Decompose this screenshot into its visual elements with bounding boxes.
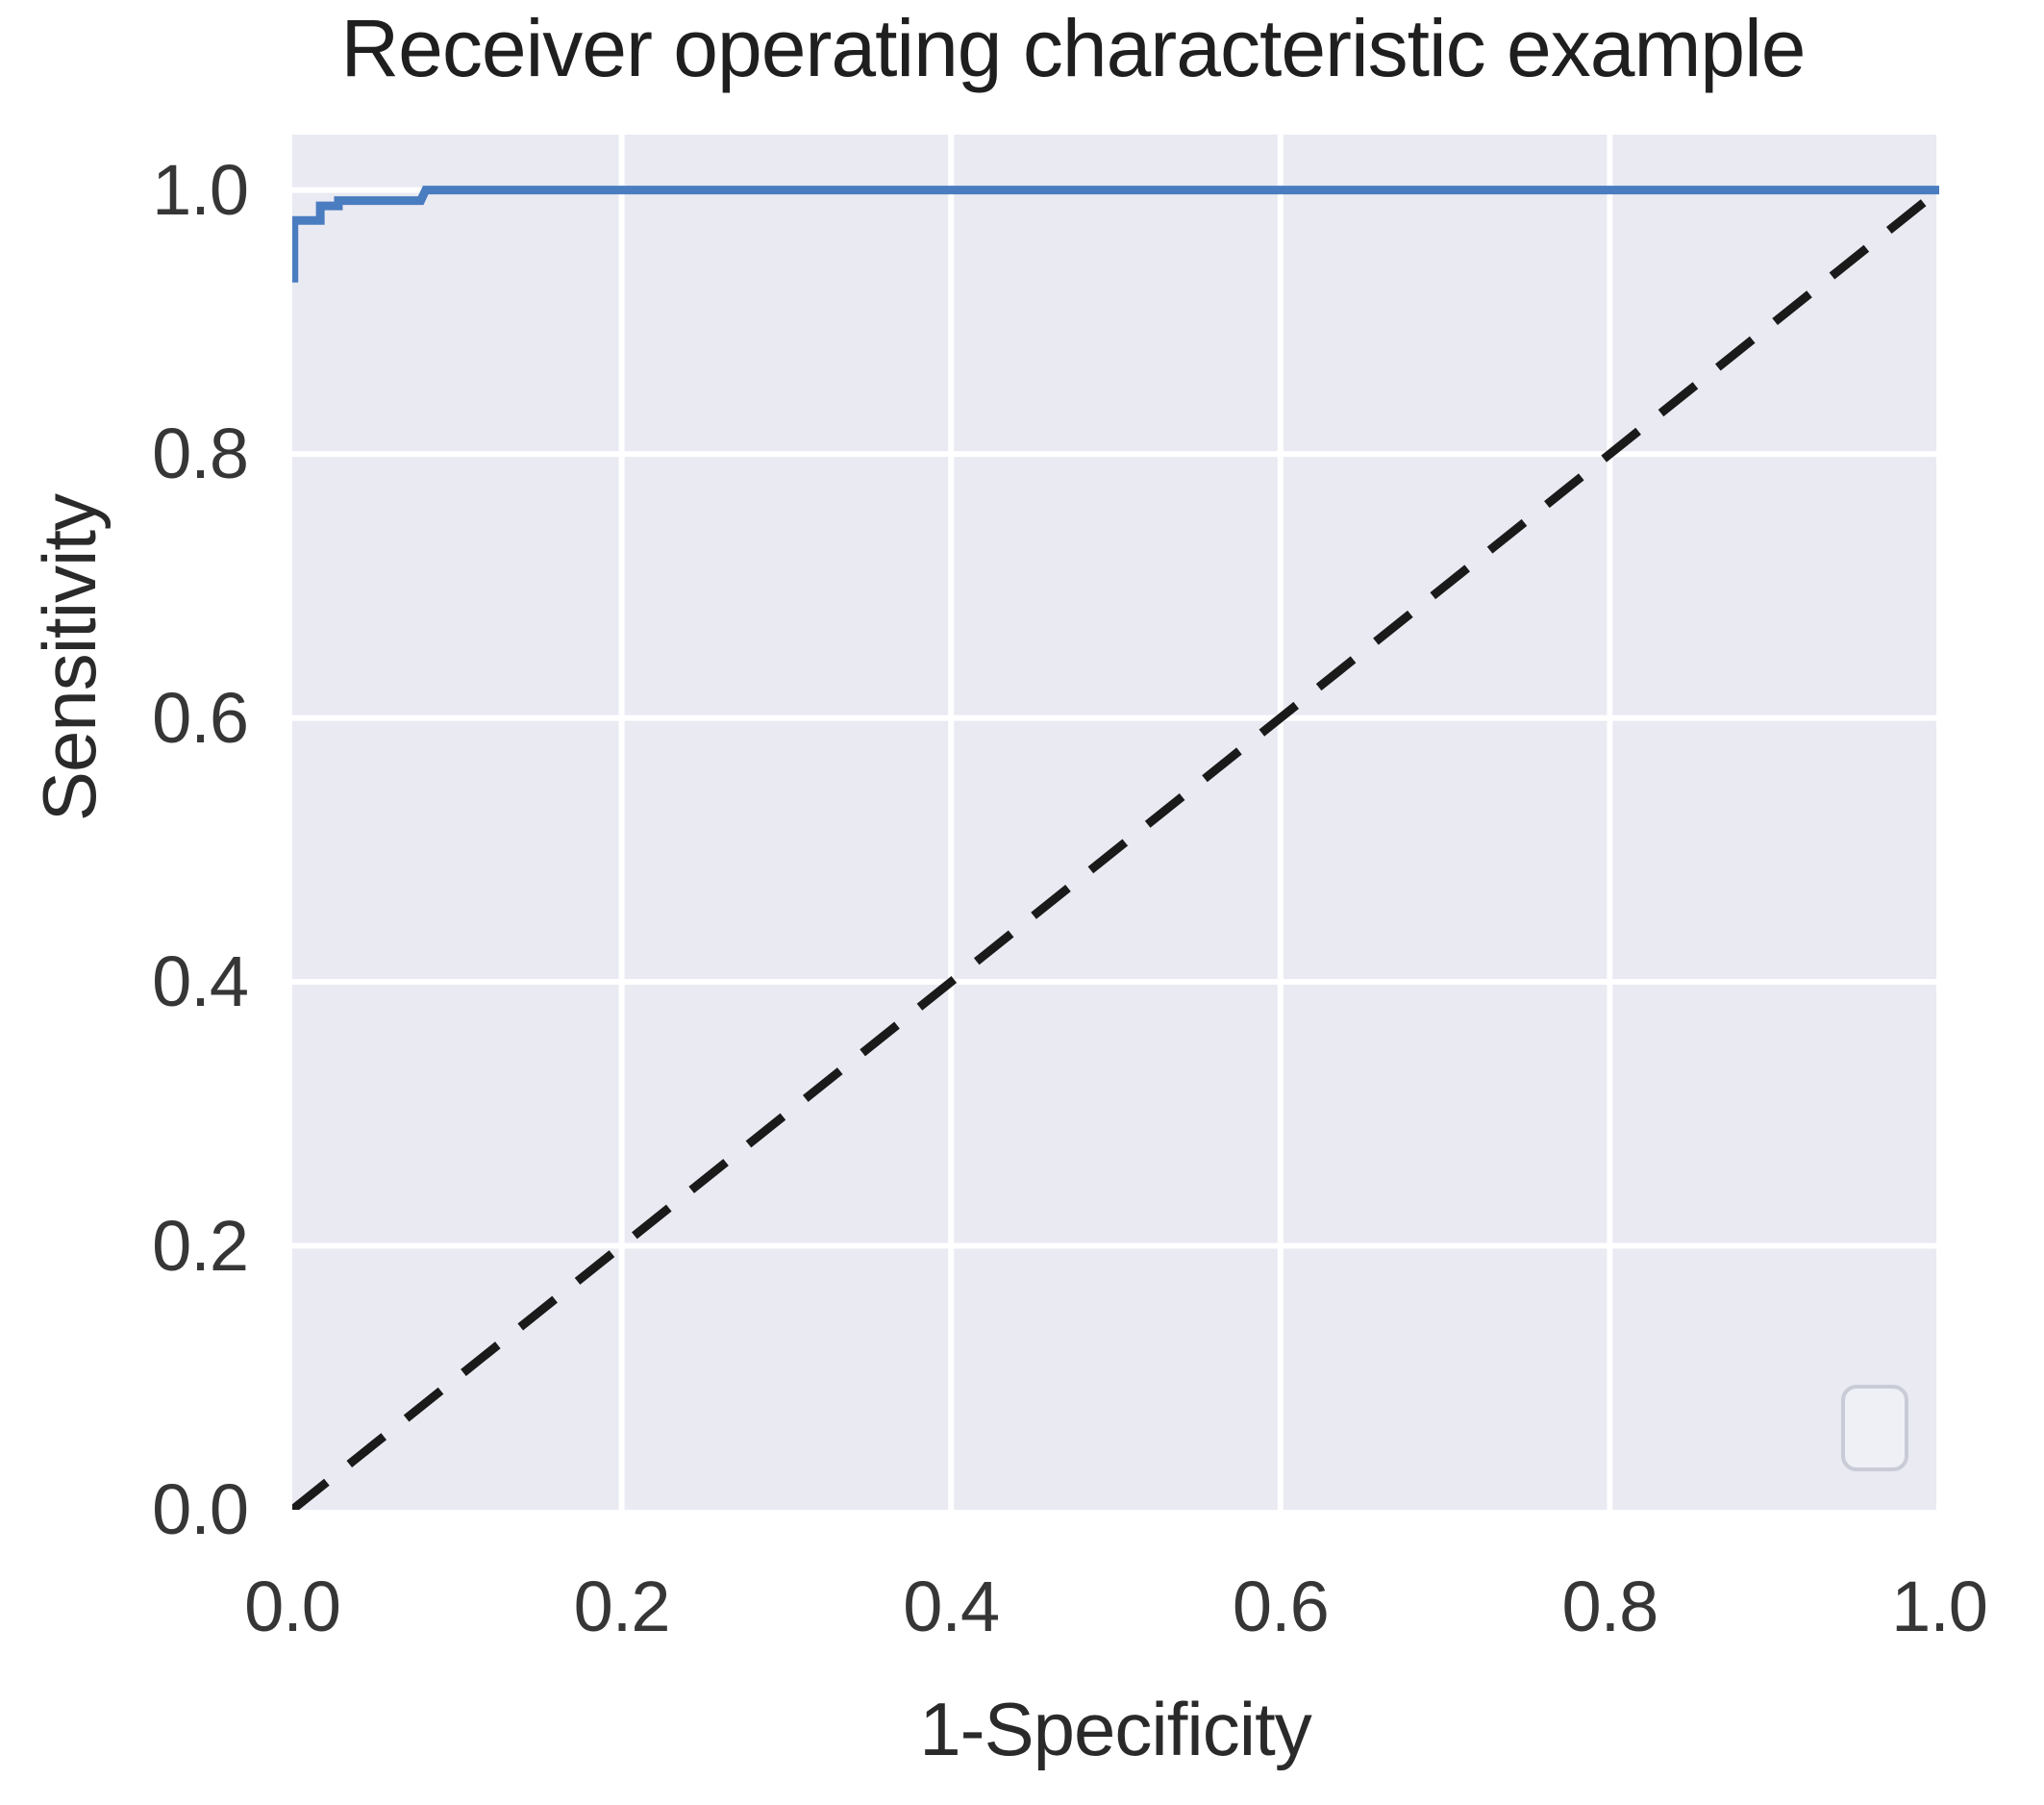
- y-tick-label: 0.8: [152, 414, 249, 494]
- x-tick-label: 0.2: [573, 1567, 671, 1646]
- y-tick-label: 0.6: [152, 677, 249, 758]
- x-tick-label: 0.6: [1232, 1567, 1330, 1646]
- x-tick-label: 0.0: [244, 1567, 341, 1646]
- y-tick-label: 0.4: [152, 941, 249, 1022]
- plot-area: [292, 135, 1939, 1510]
- x-tick-label: 0.4: [903, 1567, 1000, 1646]
- series-roc-curve: [292, 186, 1939, 283]
- plot-svg: [292, 135, 1939, 1510]
- y-tick-label: 1.0: [152, 149, 249, 230]
- series-lines: [292, 186, 1939, 1510]
- gridlines: [292, 135, 1939, 1510]
- y-tick-label: 0.0: [152, 1469, 249, 1549]
- y-axis-label: Sensitivity: [27, 493, 112, 822]
- x-tick-label: 1.0: [1891, 1567, 1988, 1646]
- y-tick-label: 0.2: [152, 1205, 249, 1286]
- x-tick-label: 0.8: [1561, 1567, 1658, 1646]
- x-axis-label: 1-Specificity: [919, 1687, 1311, 1771]
- legend-box: [1841, 1385, 1908, 1471]
- chart-title: Receiver operating characteristic exampl…: [340, 3, 1806, 93]
- series-chance-diagonal: [292, 187, 1939, 1510]
